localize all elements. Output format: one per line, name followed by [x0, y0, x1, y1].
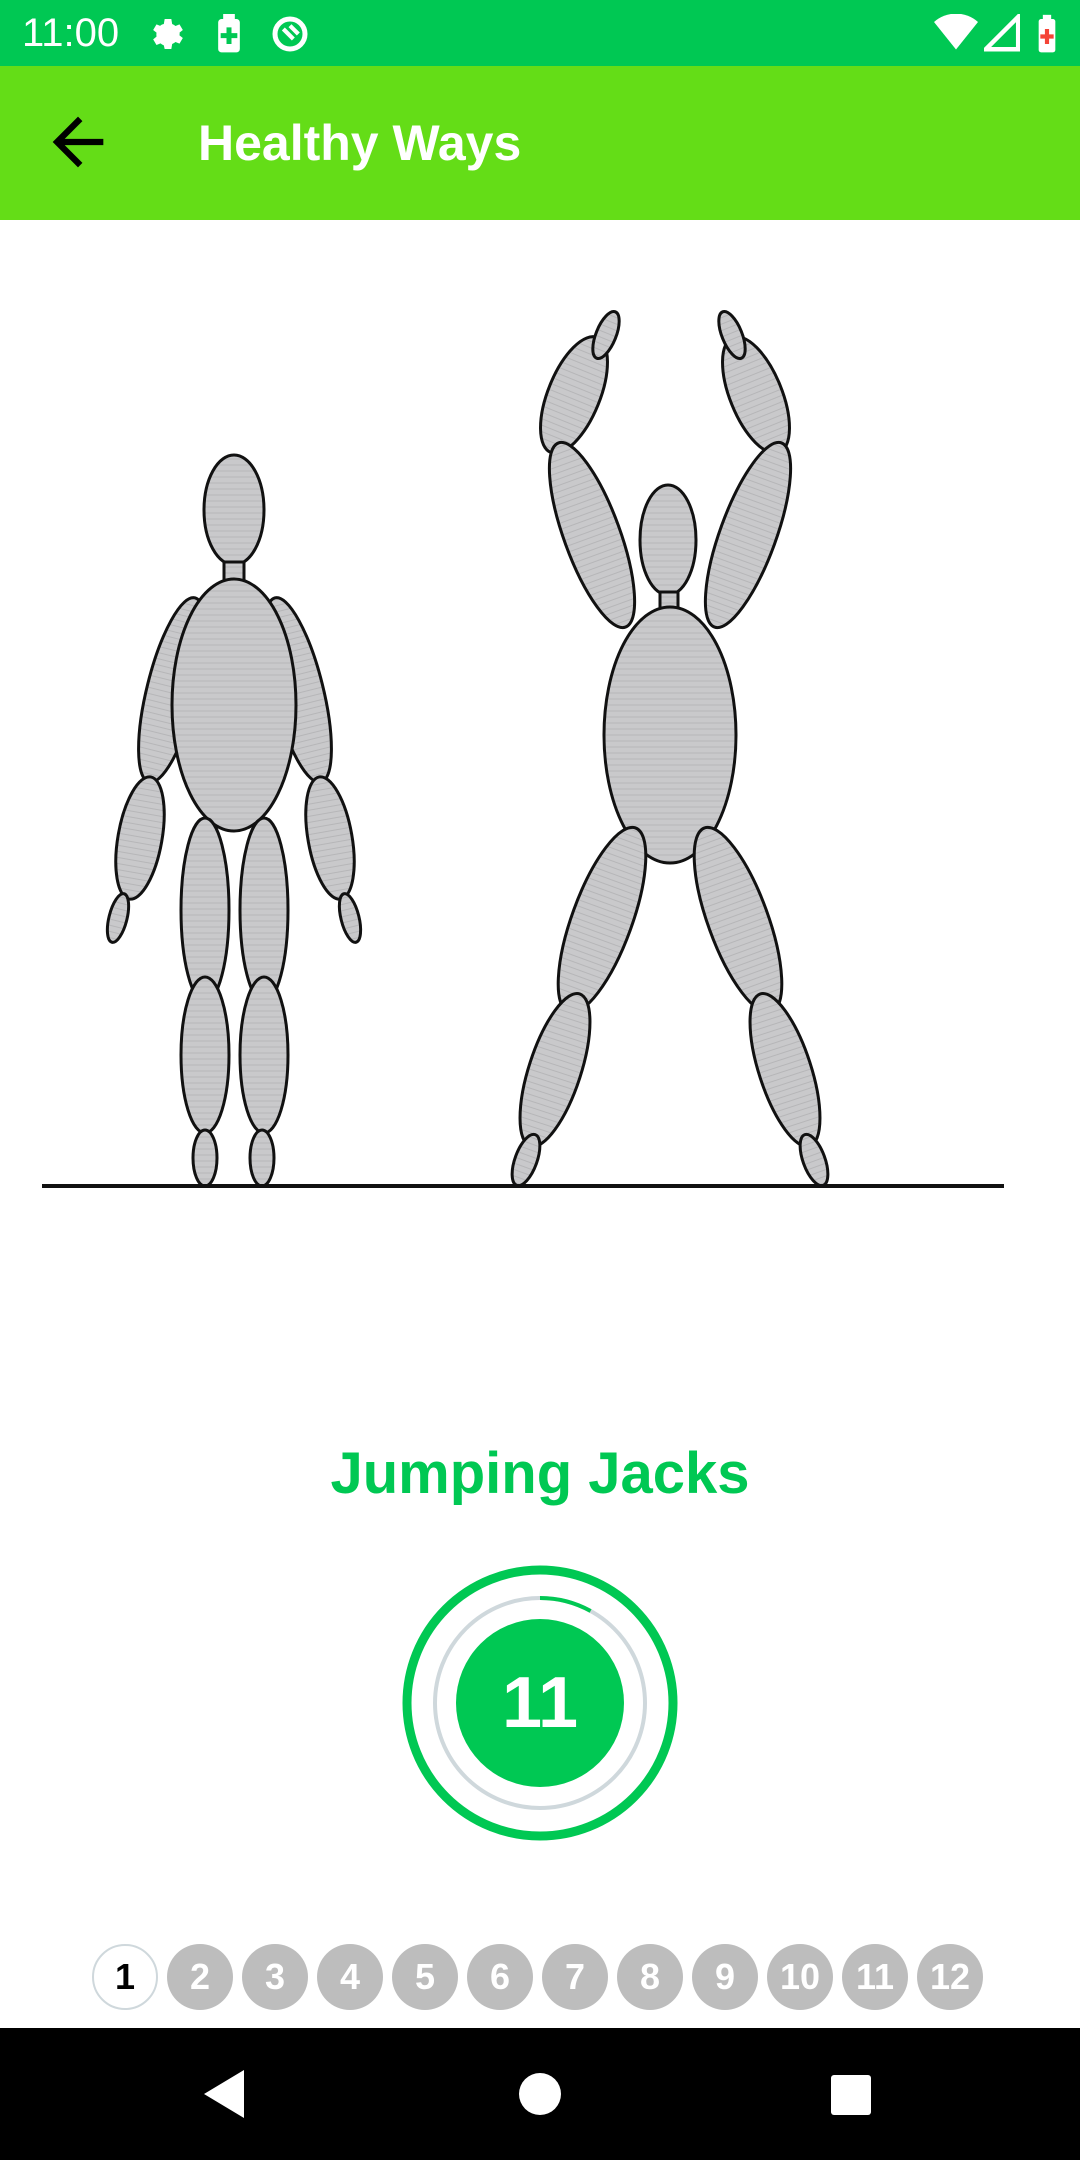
- step-8: 8: [617, 1944, 683, 2010]
- app-bar: Healthy Ways: [0, 66, 1080, 220]
- step-4: 4: [317, 1944, 383, 2010]
- step-12: 12: [917, 1944, 983, 2010]
- arrow-left-icon: [52, 116, 104, 168]
- battery-saver-icon: [212, 14, 246, 59]
- timer-progress-arc: [433, 1596, 647, 1810]
- sync-icon: [270, 14, 310, 59]
- exercise-name: Jumping Jacks: [330, 1441, 750, 1506]
- step-3: 3: [242, 1944, 308, 2010]
- wifi-icon: [934, 13, 978, 57]
- step-6: 6: [467, 1944, 533, 2010]
- step-indicator: 1 2 3 4 5 6 7 8 9 10 11 12: [92, 1944, 983, 2010]
- home-circle-icon[interactable]: [518, 2072, 562, 2116]
- exercise-illustration: [42, 310, 1004, 1188]
- step-10: 10: [767, 1944, 833, 2010]
- back-button[interactable]: [40, 104, 116, 180]
- cell-signal-icon: [980, 11, 1021, 57]
- step-1: 1: [92, 1944, 158, 2010]
- timer-value: 11: [501, 1663, 579, 1743]
- back-triangle-icon[interactable]: [200, 2068, 250, 2120]
- recents-square-icon[interactable]: [830, 2074, 872, 2116]
- gear-icon: [148, 14, 188, 59]
- navigation-bar: [0, 2028, 1080, 2160]
- step-9: 9: [692, 1944, 758, 2010]
- step-11: 11: [842, 1944, 908, 2010]
- step-5: 5: [392, 1944, 458, 2010]
- status-bar: 11:00: [0, 0, 1080, 66]
- timer: 11: [400, 1563, 680, 1843]
- step-7: 7: [542, 1944, 608, 2010]
- step-2: 2: [167, 1944, 233, 2010]
- timer-ring: [402, 1565, 678, 1841]
- page-title: Healthy Ways: [198, 115, 522, 171]
- battery-icon: [1036, 14, 1058, 59]
- status-time: 11:00: [22, 11, 120, 55]
